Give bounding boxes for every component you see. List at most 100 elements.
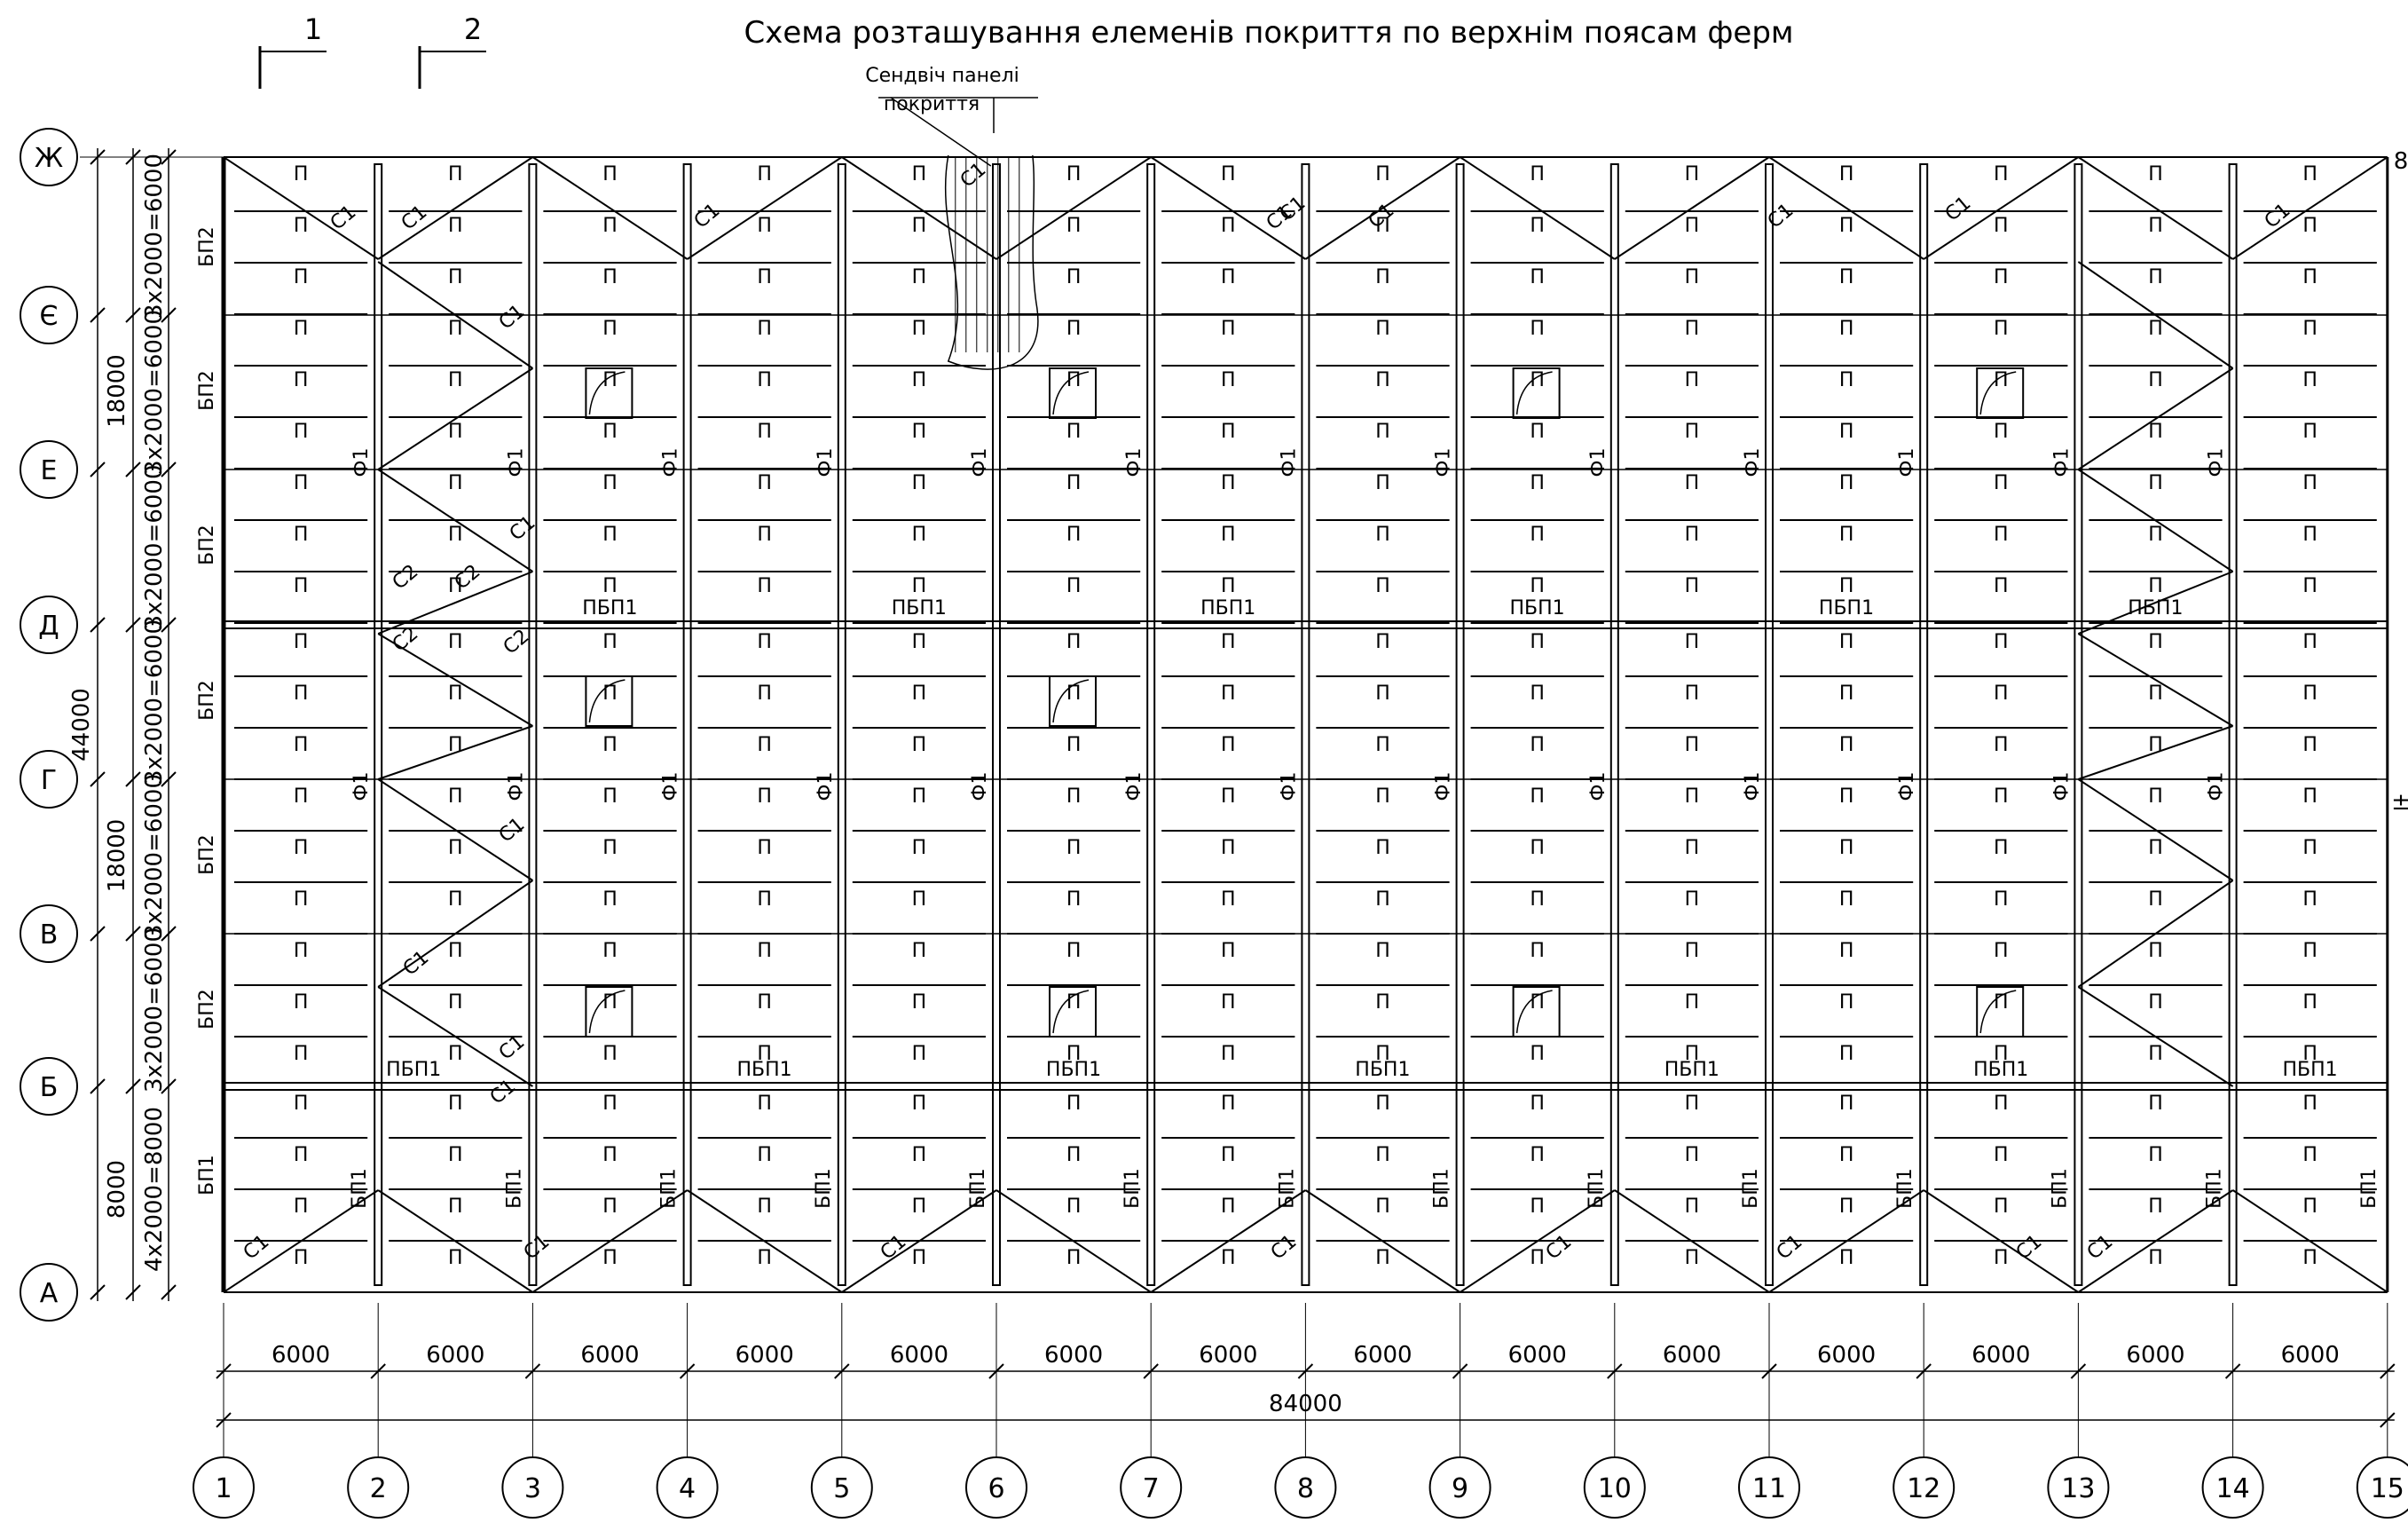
panel-label: П: [1839, 215, 1854, 237]
dim-tick: [90, 617, 106, 633]
panel-label: П: [1066, 472, 1082, 494]
panel-label: П: [2148, 524, 2163, 546]
panel-label: П: [448, 266, 463, 288]
dim-span-label: 6000: [2126, 1342, 2184, 1369]
panel-label: П: [294, 266, 309, 288]
skylight-opening: [585, 367, 633, 419]
panel-label: П: [1066, 215, 1082, 237]
skylight-opening: [1512, 367, 1561, 419]
panel-label: П: [757, 734, 772, 756]
axis-label-column: 7: [1143, 1473, 1160, 1504]
valley-beam-label: ПБП1: [386, 1059, 441, 1081]
panel-label: П: [1994, 369, 2009, 391]
brace-diagonal: [1304, 156, 1461, 260]
panel-label: П: [912, 631, 927, 653]
panel-label: П: [1530, 785, 1545, 808]
brace-label-c1: С1: [1764, 200, 1798, 233]
panel-label: П: [1530, 318, 1545, 340]
panel-label: П: [1839, 785, 1854, 808]
tie-beam-label: БП1: [967, 1168, 989, 1209]
panel-label: П: [1530, 266, 1545, 288]
panel-label: П: [2148, 421, 2163, 443]
dim-span-label: 6000: [426, 1342, 484, 1369]
panel-label: П: [1066, 940, 1082, 962]
panel-label: П: [602, 575, 618, 597]
frame-label-f1: Ф1: [350, 448, 373, 477]
panel-label: П: [1530, 1144, 1545, 1166]
panel-label: П: [294, 215, 309, 237]
brace-label-c1: С1: [877, 1231, 911, 1265]
panel-label: П: [1221, 421, 1236, 443]
panel-label: П: [1066, 734, 1082, 756]
tie-beam-label: БП1: [2049, 1168, 2071, 1209]
dim-tick: [161, 1078, 177, 1094]
valley-beam-label: ПБП1: [1973, 1059, 2028, 1081]
panel-label: П: [912, 1144, 927, 1166]
panel-label: П: [1685, 318, 1700, 340]
panel-label: П: [1375, 1144, 1390, 1166]
panel-label: П: [1994, 837, 2009, 859]
panel-label: П: [757, 472, 772, 494]
axis-bubble: [656, 1456, 719, 1519]
panel-label: П: [1994, 421, 2009, 443]
skylight-hatch: [588, 990, 626, 1034]
panel-label: П: [1994, 524, 2009, 546]
panel-label: П: [2148, 215, 2163, 237]
panel-label: П: [757, 575, 772, 597]
axis-label-column: 1: [215, 1473, 232, 1504]
panel-label: П: [1375, 369, 1390, 391]
truss-top-chord: [2074, 163, 2083, 1286]
dim-tick: [161, 771, 177, 787]
panel-label: П: [1685, 1093, 1700, 1115]
brace-label-c1: С1: [506, 512, 540, 546]
skylight-hatch: [1052, 990, 1090, 1034]
brace-label-c1: С1: [495, 814, 530, 848]
panel-label: П: [1066, 1144, 1082, 1166]
dim-tick: [90, 1284, 106, 1300]
panel-label: П: [294, 575, 309, 597]
panel-label: П: [1839, 888, 1854, 911]
callout-line-2: покриття: [884, 93, 980, 115]
panel-label: П: [1685, 421, 1700, 443]
panel-label: П: [2148, 472, 2163, 494]
panel-label: П: [1530, 369, 1545, 391]
tie-beam-label: БП1: [1586, 1168, 1608, 1209]
axis-bubble: [347, 1456, 410, 1519]
frame-label-f1: Ф1: [969, 448, 991, 477]
axis-label-row: Ж: [35, 143, 63, 174]
brace-diagonal: [2077, 367, 2234, 470]
panel-label: П: [1375, 472, 1390, 494]
axis-label-column: 11: [1752, 1473, 1786, 1504]
dim-tick: [216, 1412, 232, 1428]
panel-label: П: [1685, 683, 1700, 705]
panel-label: П: [1066, 991, 1082, 1014]
brace-diagonal: [1768, 156, 1924, 260]
panel-label: П: [1375, 421, 1390, 443]
panel-label: П: [912, 1196, 927, 1218]
panel-label: П: [1994, 1093, 2009, 1115]
panel-label: П: [448, 163, 463, 185]
panel-label: П: [1066, 837, 1082, 859]
panel-label: П: [1994, 318, 2009, 340]
panel-label: П: [1066, 369, 1082, 391]
panel-label: П: [448, 472, 463, 494]
dim-tick: [125, 617, 141, 633]
brace-diagonal: [2078, 571, 2233, 635]
panel-label: П: [1685, 575, 1700, 597]
dim-tick: [161, 926, 177, 942]
panel-label: П: [602, 940, 618, 962]
skylight-hatch: [1979, 990, 2017, 1034]
skylight-hatch: [588, 371, 626, 415]
dim-tick: [161, 307, 177, 323]
panel-label: П: [2302, 1196, 2318, 1218]
panel-label: П: [1221, 575, 1236, 597]
tie-beam-label: БП1: [1740, 1168, 1762, 1209]
panel-label: П: [1530, 991, 1545, 1014]
brace-diagonal: [1614, 1189, 1770, 1293]
panel-label: П: [1685, 369, 1700, 391]
panel-label: П: [1221, 1247, 1236, 1269]
panel-label: П: [1375, 991, 1390, 1014]
brace-diagonal: [2077, 986, 2234, 1087]
brace-diagonal: [2232, 1189, 2388, 1293]
panel-label: П: [1530, 734, 1545, 756]
